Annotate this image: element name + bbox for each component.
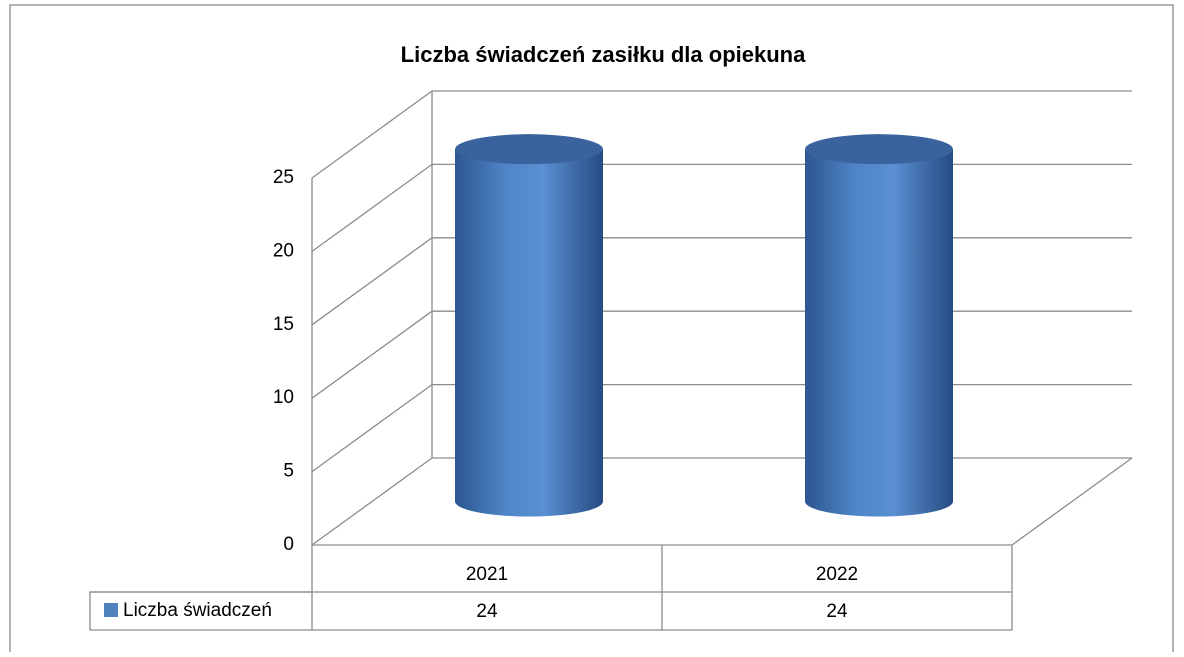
- bar-top: [805, 134, 953, 165]
- x-tick-label: 2022: [816, 564, 858, 585]
- x-tick-label: 2021: [466, 564, 508, 585]
- y-tick-label: 10: [273, 387, 294, 408]
- y-tick-label: 0: [283, 534, 294, 555]
- data-label: 24: [826, 601, 848, 622]
- chart-title: Liczba świadczeń zasiłku dla opiekuna: [401, 42, 806, 67]
- floor-edge: [312, 457, 1133, 546]
- y-tick-label: 15: [273, 314, 294, 335]
- y-tick-label: 5: [283, 461, 294, 482]
- table-line: [89, 591, 312, 631]
- bar-top: [455, 134, 603, 165]
- bar: [805, 134, 954, 517]
- bar-body: [805, 149, 954, 517]
- chart-border: [9, 4, 1174, 657]
- legend-label: Liczba świadczeń: [123, 600, 272, 621]
- bar: [455, 134, 604, 517]
- grid-line: [311, 457, 1132, 546]
- data-label: 24: [476, 601, 498, 622]
- y-tick-label: 25: [273, 167, 294, 188]
- grid-line: [311, 90, 1132, 179]
- bar-body: [455, 149, 604, 517]
- legend-key: [104, 603, 118, 617]
- y-tick-label: 20: [273, 240, 294, 261]
